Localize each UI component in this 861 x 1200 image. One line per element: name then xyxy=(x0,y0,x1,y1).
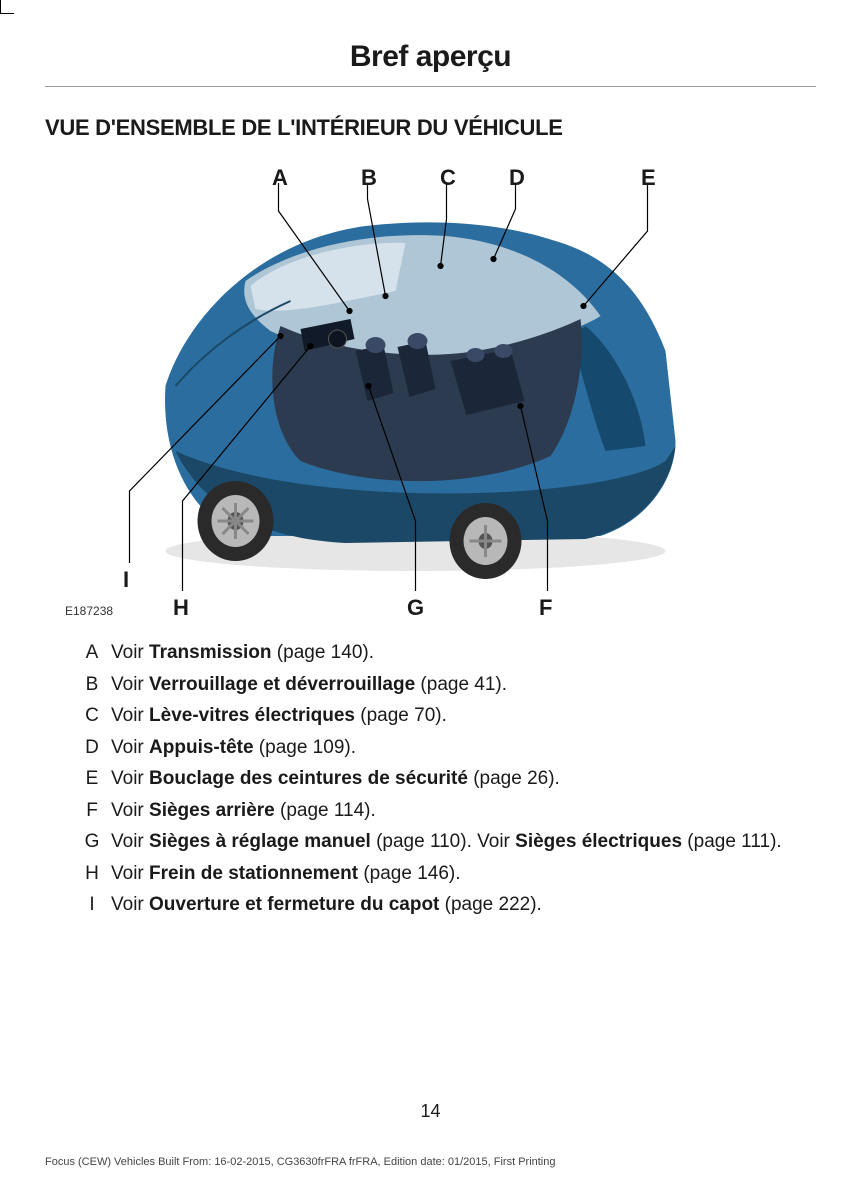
legend-letter: D xyxy=(73,734,111,762)
legend-text: Voir Lève-vitres électriques (page 70). xyxy=(111,702,816,730)
legend-letter: G xyxy=(73,828,111,856)
legend-row: EVoir Bouclage des ceintures de sécurité… xyxy=(73,765,816,793)
callout-D: D xyxy=(509,165,525,191)
legend-text: Voir Sièges arrière (page 114). xyxy=(111,797,816,825)
legend-row: GVoir Sièges à réglage manuel (page 110)… xyxy=(73,828,816,856)
callout-B: B xyxy=(361,165,377,191)
callout-H: H xyxy=(173,595,189,621)
callout-A: A xyxy=(272,165,288,191)
legend-row: HVoir Frein de stationnement (page 146). xyxy=(73,860,816,888)
footer-metadata: Focus (CEW) Vehicles Built From: 16-02-2… xyxy=(45,1156,556,1168)
callout-F: F xyxy=(539,595,552,621)
page-number: 14 xyxy=(0,1101,861,1122)
legend-text: Voir Frein de stationnement (page 146). xyxy=(111,860,816,888)
legend-letter: H xyxy=(73,860,111,888)
legend-list: AVoir Transmission (page 140).BVoir Verr… xyxy=(45,639,816,919)
legend-text: Voir Transmission (page 140). xyxy=(111,639,816,667)
car-cutaway-svg xyxy=(45,151,816,621)
callout-C: C xyxy=(440,165,456,191)
legend-row: FVoir Sièges arrière (page 114). xyxy=(73,797,816,825)
legend-row: AVoir Transmission (page 140). xyxy=(73,639,816,667)
image-reference-code: E187238 xyxy=(65,604,113,618)
page-title: Bref aperçu xyxy=(45,40,816,87)
section-heading: VUE D'ENSEMBLE DE L'INTÉRIEUR DU VÉHICUL… xyxy=(45,115,816,141)
legend-row: CVoir Lève-vitres électriques (page 70). xyxy=(73,702,816,730)
callout-I: I xyxy=(123,567,129,593)
legend-row: DVoir Appuis-tête (page 109). xyxy=(73,734,816,762)
vehicle-interior-diagram: A B C D E F G H I E187238 xyxy=(45,151,816,621)
legend-row: BVoir Verrouillage et déverrouillage (pa… xyxy=(73,671,816,699)
legend-text: Voir Appuis-tête (page 109). xyxy=(111,734,816,762)
callout-E: E xyxy=(641,165,656,191)
callout-G: G xyxy=(407,595,424,621)
legend-letter: A xyxy=(73,639,111,667)
legend-letter: F xyxy=(73,797,111,825)
legend-row: IVoir Ouverture et fermeture du capot (p… xyxy=(73,891,816,919)
legend-text: Voir Ouverture et fermeture du capot (pa… xyxy=(111,891,816,919)
legend-letter: C xyxy=(73,702,111,730)
legend-text: Voir Verrouillage et déverrouillage (pag… xyxy=(111,671,816,699)
crop-mark-top-left xyxy=(0,0,14,14)
legend-text: Voir Sièges à réglage manuel (page 110).… xyxy=(111,828,816,856)
legend-letter: E xyxy=(73,765,111,793)
legend-text: Voir Bouclage des ceintures de sécurité … xyxy=(111,765,816,793)
legend-letter: B xyxy=(73,671,111,699)
legend-letter: I xyxy=(73,891,111,919)
